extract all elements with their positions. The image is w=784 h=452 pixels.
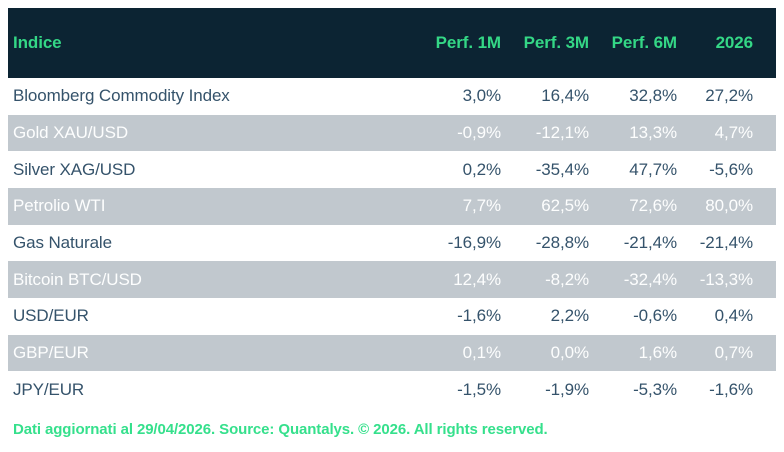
row-label: Petrolio WTI (13, 196, 106, 216)
table-row: JPY/EUR -1,5% -1,9% -5,3% -1,6% (8, 371, 776, 408)
row-label: Silver XAG/USD (13, 159, 136, 179)
column-header-perf-3m: Perf. 3M (523, 33, 589, 52)
footer-note: Dati aggiornati al 29/04/2026. Source: Q… (13, 420, 548, 438)
perf-1m-value: 0,2% (462, 159, 501, 179)
perf-3m-value: -1,9% (545, 379, 589, 399)
perf-6m-value: -21,4% (623, 232, 677, 252)
perf-3m-value: -8,2% (545, 269, 589, 289)
perf-6m-value: 32,8% (629, 86, 677, 106)
perf-6m-value: 1,6% (638, 342, 677, 362)
perf-6m-value: -5,3% (633, 379, 677, 399)
table-row: GBP/EUR 0,1% 0,0% 1,6% 0,7% (8, 334, 776, 372)
table-row: USD/EUR -1,6% 2,2% -0,6% 0,4% (8, 297, 776, 335)
row-label: USD/EUR (13, 306, 89, 326)
perf-1m-value: 3,0% (462, 86, 501, 106)
column-header-2026: 2026 (715, 33, 754, 52)
perf-6m-value: 72,6% (629, 196, 677, 216)
row-label: Bitcoin BTC/USD (13, 269, 142, 289)
row-label: Gas Naturale (13, 232, 112, 252)
table-header-row: Indice Perf. 1M Perf. 3M Perf. 6M 2026 (8, 8, 776, 78)
table-row: Bloomberg Commodity Index 3,0% 16,4% 32,8% 2… (8, 78, 776, 115)
perf-1m-value: -0,9% (457, 122, 501, 142)
perf-6m-value: 47,7% (629, 159, 677, 179)
perf-3m-value: 2,2% (550, 306, 589, 326)
table-row: Silver XAG/USD 0,2% -35,4% 47,7% -5,6% (8, 151, 776, 188)
ytd-2026-value: -1,6% (709, 379, 753, 399)
perf-3m-value: 0,0% (550, 342, 589, 362)
ytd-2026-value: 0,7% (714, 342, 753, 362)
ytd-2026-value: 0,4% (714, 306, 753, 326)
perf-1m-value: -1,6% (457, 306, 501, 326)
perf-3m-value: -28,8% (535, 232, 589, 252)
perf-1m-value: -16,9% (447, 232, 501, 252)
perf-3m-value: 62,5% (541, 196, 589, 216)
ytd-2026-value: 4,7% (714, 122, 753, 142)
perf-1m-value: 7,7% (462, 196, 501, 216)
perf-6m-value: -32,4% (623, 269, 677, 289)
row-label: Gold XAU/USD (13, 122, 129, 142)
row-label: JPY/EUR (13, 379, 85, 399)
perf-3m-value: -12,1% (535, 122, 589, 142)
table-row: Petrolio WTI 7,7% 62,5% 72,6% 80,0% (8, 187, 776, 225)
perf-6m-value: -0,6% (633, 306, 677, 326)
perf-1m-value: 12,4% (453, 269, 501, 289)
perf-3m-value: -35,4% (535, 159, 589, 179)
ytd-2026-value: -21,4% (699, 232, 753, 252)
perf-3m-value: 16,4% (541, 86, 589, 106)
column-header-perf-6m: Perf. 6M (611, 33, 677, 52)
column-header-indice: Indice (13, 33, 62, 52)
perf-1m-value: 0,1% (462, 342, 501, 362)
perf-6m-value: 13,3% (629, 122, 677, 142)
table-row: Gold XAU/USD -0,9% -12,1% 13,3% 4,7% (8, 114, 776, 152)
table-row: Bitcoin BTC/USD 12,4% -8,2% -32,4% -13,3% (8, 261, 776, 298)
ytd-2026-value: 27,2% (705, 86, 753, 106)
index-performance-table: Indice Perf. 1M Perf. 3M Perf. 6M 2026 B… (8, 8, 776, 438)
table-body: Bloomberg Commodity Index 3,0% 16,4% 32,8% 2… (8, 78, 776, 408)
ytd-2026-value: -13,3% (699, 269, 753, 289)
column-header-perf-1m: Perf. 1M (435, 33, 501, 52)
ytd-2026-value: 80,0% (705, 196, 753, 216)
row-label: Bloomberg Commodity Index (13, 86, 230, 106)
row-label: GBP/EUR (13, 342, 89, 362)
ytd-2026-value: -5,6% (709, 159, 753, 179)
perf-1m-value: -1,5% (457, 379, 501, 399)
table-row: Gas Naturale -16,9% -28,8% -21,4% -21,4% (8, 224, 776, 262)
